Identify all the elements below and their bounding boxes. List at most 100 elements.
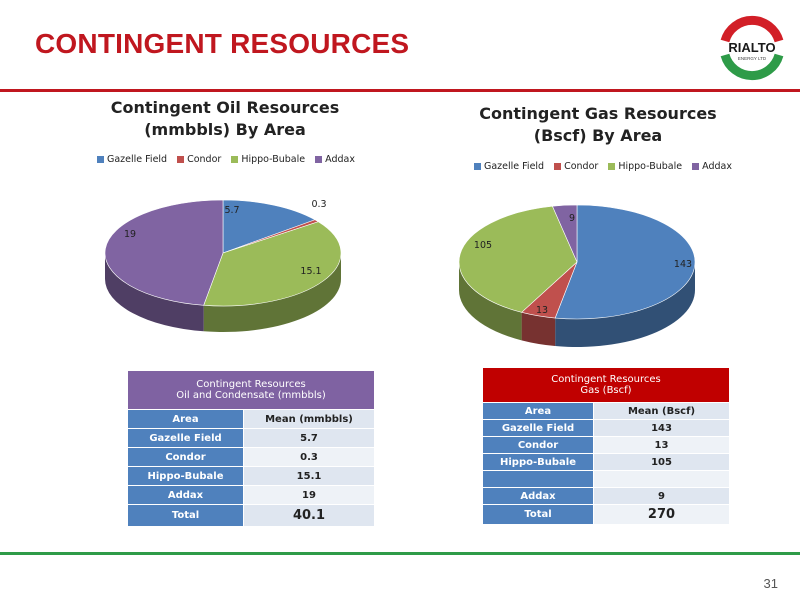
legend-label: Addax [325,154,355,165]
legend-swatch-gazelle [474,163,481,170]
logo-text: RIALTO [728,40,775,55]
legend-swatch-addax [692,163,700,170]
gas-row-mean: 13 [593,436,730,454]
table-total-row: Total 270 [482,504,730,525]
oil-table-header-line1: Contingent Resources [196,379,306,390]
gas-row-area: Gazelle Field [482,419,594,437]
oil-row-mean: 0.3 [243,447,375,467]
legend-swatch-gazelle [97,156,104,163]
gas-row-area: Condor [482,436,594,454]
pie-label-addax: 9 [569,213,575,224]
oil-chart-title-line2: (mmbbls) By Area [144,120,306,139]
pie-slice-addax [552,204,578,263]
gas-row-mean [593,470,730,488]
logo-subtext: ENERGY LTD [738,56,767,61]
pie-label-gazelle-field: 5.7 [224,205,239,216]
legend-item: Gazelle Field [97,154,167,165]
table-row: Gazelle Field 143 [482,419,730,437]
gas-total-label: Total [482,504,594,525]
gas-col-mean: Mean (Bscf) [593,402,730,420]
legend-item: Addax [692,161,732,172]
oil-row-area: Addax [127,485,244,505]
oil-chart-title: Contingent Oil Resources (mmbbls) By Are… [105,97,345,141]
legend-item: Hippo-Bubale [608,161,682,172]
gas-table-header: Contingent Resources Gas (Bscf) [482,367,730,403]
pie-label-gazelle-field: 143 [674,259,692,270]
legend-swatch-hippo [231,156,239,163]
pie-side-hippo-bubale [459,262,522,341]
gas-resources-table: Contingent Resources Gas (Bscf) Area Mea… [482,367,730,525]
oil-total-value: 40.1 [243,504,375,527]
oil-row-area: Hippo-Bubale [127,466,244,486]
pie-label-addax: 19 [124,229,136,240]
gas-row-area: Hippo-Bubale [482,453,594,471]
legend-label: Hippo-Bubale [241,154,306,165]
legend-label: Condor [187,154,222,165]
legend-swatch-condor [554,163,562,170]
gas-chart-title-line2: (Bscf) By Area [533,126,663,145]
page-title: CONTINGENT RESOURCES [35,28,410,59]
gas-row-area: Addax [482,487,594,505]
legend-item: Gazelle Field [474,161,544,172]
legend-label: Condor [564,161,599,172]
table-row: Addax 9 [482,487,730,505]
pie-side-hippo-bubale [203,253,341,332]
legend-item: Hippo-Bubale [231,154,305,165]
oil-resources-table: Contingent Resources Oil and Condensate … [127,370,375,527]
gas-row-mean: 9 [593,487,730,505]
table-row: Addax 19 [127,485,375,505]
pie-slice-addax [104,199,224,306]
pie-label-hippo-bubale: 15.1 [300,266,321,277]
pie-label-hippo-bubale: 105 [474,240,492,251]
legend-label: Gazelle Field [107,154,168,165]
gas-col-area: Area [482,402,594,420]
gas-row-area [482,470,594,488]
gas-legend: Gazelle Field Condor Hippo-Bubale Addax [474,161,732,172]
legend-swatch-condor [177,156,185,163]
pie-side-gazelle-field [555,262,695,347]
gas-chart-title: Contingent Gas Resources (Bscf) By Area [478,103,718,147]
gas-pie-chart: 143 13 105 9 [458,204,696,347]
legend-label: Gazelle Field [484,161,545,172]
pie-label-condor: 13 [536,305,548,316]
legend-item: Addax [315,154,355,165]
table-row: Gazelle Field 5.7 [127,428,375,448]
gas-total-value: 270 [593,504,730,525]
pie-side-condor [521,312,556,347]
legend-swatch-hippo [608,163,616,170]
oil-row-area: Gazelle Field [127,428,244,448]
oil-legend: Gazelle Field Condor Hippo-Bubale Addax [97,154,355,165]
legend-label: Hippo-Bubale [618,161,683,172]
oil-row-mean: 5.7 [243,428,375,448]
pie-side-addax [105,253,204,332]
gas-row-mean: 143 [593,419,730,437]
oil-col-mean: Mean (mmbbls) [243,409,375,429]
header-rule [0,89,800,92]
pie-slice-gazelle-field [554,204,696,320]
oil-col-area: Area [127,409,244,429]
legend-item: Condor [177,154,221,165]
pie-label-condor: 0.3 [311,199,326,210]
table-row-empty [482,470,730,488]
pie-slice-hippo-bubale [458,205,578,313]
table-total-row: Total 40.1 [127,504,375,527]
table-row: Condor 13 [482,436,730,454]
footer-rule [0,552,800,555]
gas-table-header-line2: Gas (Bscf) [580,385,632,396]
oil-row-mean: 19 [243,485,375,505]
oil-total-label: Total [127,504,244,527]
oil-row-mean: 15.1 [243,466,375,486]
rialto-logo: RIALTO ENERGY LTD [720,15,784,81]
table-row: Condor 0.3 [127,447,375,467]
pie-slice-hippo-bubale [203,221,342,307]
oil-table-header-line2: Oil and Condensate (mmbbls) [176,390,326,401]
legend-label: Addax [702,161,732,172]
legend-item: Condor [554,161,598,172]
oil-pie-chart: 5.7 0.3 15.1 19 [104,199,342,332]
legend-swatch-addax [315,156,323,163]
page-number: 31 [763,576,778,591]
table-row: Hippo-Bubale 105 [482,453,730,471]
oil-chart-title-line1: Contingent Oil Resources [110,98,340,117]
oil-row-area: Condor [127,447,244,467]
gas-chart-title-line1: Contingent Gas Resources [479,104,717,123]
